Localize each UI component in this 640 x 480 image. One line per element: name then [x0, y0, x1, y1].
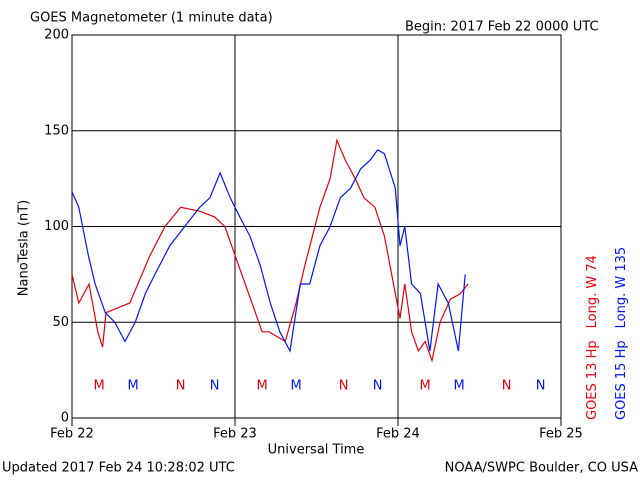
x-tick-label: Feb 23 — [213, 427, 257, 442]
y-tick-label: 200 — [44, 28, 69, 43]
local-time-marker: M — [128, 379, 139, 394]
local-time-marker: N — [373, 379, 383, 394]
y-axis-label: NanoTesla (nT) — [17, 200, 32, 296]
y-tick-label: 50 — [52, 315, 69, 330]
local-time-marker: M — [454, 379, 465, 394]
local-time-marker: N — [339, 379, 349, 394]
x-tick-label: Feb 22 — [50, 427, 94, 442]
local-time-marker: M — [291, 379, 302, 394]
x-tick-label: Feb 24 — [376, 427, 420, 442]
legend-name: GOES 13 Hp — [585, 340, 600, 420]
local-time-marker: M — [257, 379, 268, 394]
plot-frame — [71, 34, 562, 419]
legend-longitude: Long. W 74 — [585, 255, 600, 328]
local-time-marker: N — [210, 379, 220, 394]
y-tick-label: 100 — [44, 219, 69, 234]
source: NOAA/SWPC Boulder, CO USA — [445, 461, 638, 476]
legend-entry: GOES 13 Hp Long. W 74 — [585, 255, 600, 420]
local-time-marker: N — [536, 379, 546, 394]
y-tick-label: 150 — [44, 123, 69, 138]
local-time-marker: M — [420, 379, 431, 394]
x-tick-label: Feb 25 — [539, 427, 583, 442]
legend-longitude: Long. W 135 — [614, 247, 629, 329]
legend-name: GOES 15 Hp — [614, 340, 629, 420]
x-axis-label: Universal Time — [268, 443, 365, 458]
local-time-marker: N — [176, 379, 186, 394]
chart-title: GOES Magnetometer (1 minute data) — [30, 11, 273, 26]
local-time-marker: N — [502, 379, 512, 394]
local-time-marker: M — [94, 379, 105, 394]
y-tick-label: 0 — [61, 411, 69, 426]
legend-entry: GOES 15 Hp Long. W 135 — [614, 247, 629, 420]
begin-time: Begin: 2017 Feb 22 0000 UTC — [405, 20, 599, 35]
series-line — [71, 149, 466, 353]
updated-time: Updated 2017 Feb 24 10:28:02 UTC — [2, 461, 235, 476]
